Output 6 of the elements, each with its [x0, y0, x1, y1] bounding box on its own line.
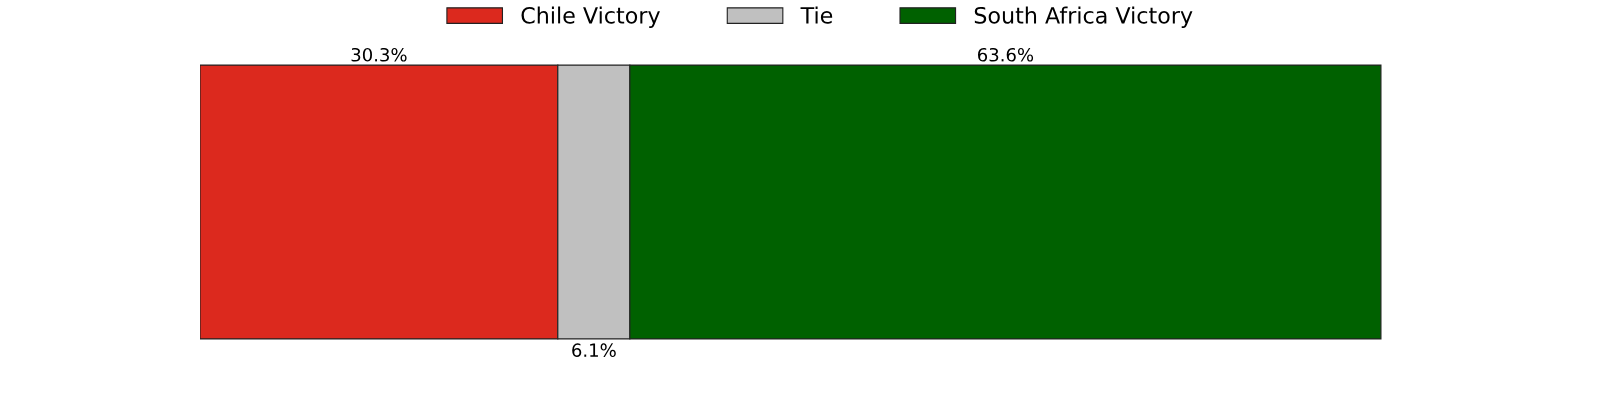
data-label: 63.6% [977, 47, 1034, 62]
data-label: 30.3% [351, 47, 407, 62]
legend-label: South Africa Victory [974, 6, 1193, 28]
legend-label: Chile Victory [521, 6, 660, 28]
legend-label: Tie [800, 6, 833, 24]
data-label: 6.1% [572, 343, 616, 358]
